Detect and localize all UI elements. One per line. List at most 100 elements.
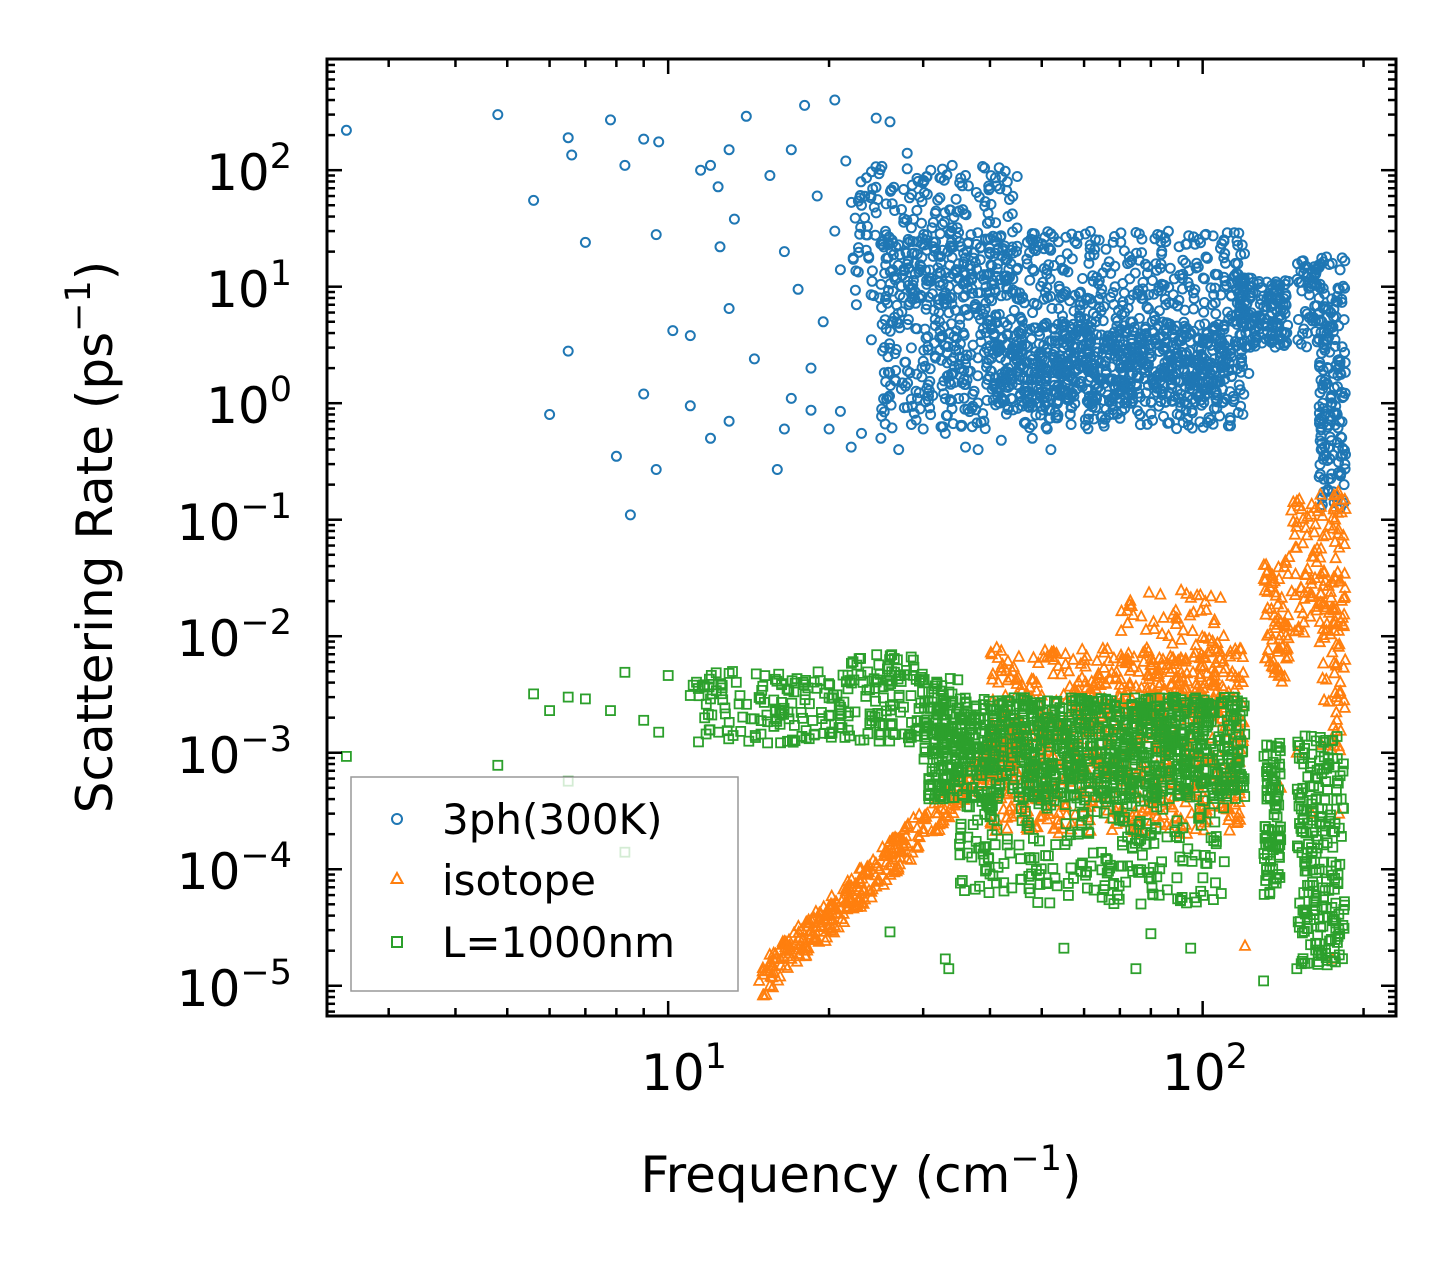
- series-3ph-point: [1003, 263, 1015, 275]
- series-3ph-point: [1220, 279, 1232, 291]
- series-3ph-point: [855, 221, 867, 233]
- series-3ph-point: [949, 304, 961, 316]
- series-3ph-point: [1146, 275, 1158, 286]
- series-3ph-point: [893, 444, 905, 456]
- series-3ph-point: [1162, 417, 1174, 429]
- series-3ph-point: [1132, 405, 1143, 417]
- series-3ph-point: [1111, 320, 1123, 332]
- series-3ph-point: [792, 283, 804, 295]
- series-3ph-point: [1080, 419, 1092, 431]
- series-3ph-point: [1171, 300, 1183, 312]
- series-3ph-point: [1006, 368, 1018, 379]
- series-3ph-point: [1062, 266, 1074, 278]
- series-3ph-point: [1173, 294, 1185, 306]
- series-3ph-point: [1156, 248, 1168, 260]
- series-3ph-point: [1043, 242, 1055, 254]
- series-3ph-point: [1160, 396, 1172, 408]
- series-3ph-point: [624, 509, 636, 521]
- series-3ph-point: [823, 423, 835, 435]
- series-3ph-point: [993, 308, 1005, 320]
- series-3ph-point: [1159, 293, 1171, 305]
- series-3ph-point: [1188, 231, 1200, 243]
- series-3ph-point: [1137, 283, 1149, 295]
- series-3ph-point: [650, 229, 662, 241]
- series-3ph-point: [880, 259, 892, 271]
- series-isotope-point: [766, 979, 780, 993]
- series-3ph-point: [900, 246, 912, 258]
- series-3ph-point: [1021, 253, 1033, 265]
- series-3ph-point: [925, 409, 937, 421]
- series-3ph-point: [940, 267, 952, 279]
- series-3ph-point: [1220, 257, 1231, 269]
- series-3ph-point: [1136, 247, 1148, 259]
- series-3ph-point: [1235, 301, 1247, 313]
- series-3ph-point: [938, 174, 950, 186]
- series-3ph-point: [1041, 292, 1053, 304]
- series-3ph-point: [983, 293, 995, 305]
- series-3ph-point: [1002, 330, 1014, 341]
- series-3ph-point: [1236, 239, 1248, 251]
- series-3ph-point: [1230, 257, 1241, 269]
- series-3ph-point: [1130, 378, 1142, 390]
- series-3ph-point: [898, 184, 910, 195]
- series-3ph-point: [939, 393, 951, 405]
- series-3ph-point: [1065, 419, 1077, 430]
- series-3ph-point: [1238, 388, 1250, 400]
- series-3ph-point: [778, 423, 790, 435]
- series-3ph-point: [1133, 228, 1145, 240]
- series-isotope-point: [873, 861, 887, 874]
- series-3ph-point: [1045, 444, 1057, 456]
- series-3ph-point: [949, 340, 961, 352]
- series-3ph-point: [938, 375, 950, 387]
- series-3ph-point: [1007, 273, 1019, 285]
- series-3ph-point: [1154, 383, 1166, 395]
- series-3ph-point: [938, 297, 950, 309]
- series-3ph-point: [959, 252, 971, 264]
- series-3ph-point: [920, 303, 932, 315]
- series-3ph-point: [528, 194, 540, 206]
- series-3ph-point: [904, 367, 916, 379]
- series-3ph-point: [1082, 345, 1094, 356]
- series-3ph-point: [1026, 366, 1038, 378]
- series-3ph-point: [1088, 413, 1100, 425]
- series-3ph-point: [1233, 379, 1245, 391]
- series-3ph-point: [1164, 262, 1176, 274]
- series-3ph-point: [975, 329, 987, 341]
- series-3ph-point: [1217, 366, 1229, 378]
- series-3ph-point: [1329, 340, 1341, 352]
- series-3ph-point: [908, 407, 920, 419]
- series-3ph-point: [912, 392, 923, 404]
- series-3ph-point: [928, 304, 940, 316]
- series-3ph-point: [1124, 358, 1136, 370]
- series-3ph-point: [970, 303, 982, 314]
- series-3ph-point: [925, 164, 937, 176]
- series-3ph-point: [896, 306, 908, 318]
- series-3ph-point: [921, 299, 933, 311]
- series-3ph-point: [1224, 414, 1236, 426]
- series-3ph-point: [1071, 238, 1083, 250]
- series-3ph-point: [1245, 334, 1257, 346]
- series-3ph-point: [1122, 302, 1134, 314]
- series-3ph-point: [566, 149, 578, 161]
- series-3ph-point: [579, 236, 591, 248]
- series-3ph-point: [985, 365, 996, 377]
- series-3ph-point: [1002, 211, 1014, 222]
- series-3ph-point: [1052, 236, 1064, 248]
- series-3ph-point: [1253, 317, 1265, 329]
- series-3ph-point: [1141, 418, 1153, 430]
- series-3ph-point: [1088, 351, 1100, 362]
- series-3ph-point: [1326, 468, 1338, 480]
- series-3ph-point: [1233, 307, 1245, 319]
- series-3ph-point: [959, 403, 971, 415]
- series-3ph-point: [883, 285, 894, 296]
- series-3ph-point: [1173, 241, 1185, 253]
- series-3ph-point: [880, 229, 892, 241]
- series-3ph-point: [988, 330, 1000, 342]
- series-3ph-point: [1109, 382, 1121, 394]
- series-3ph-point: [1143, 303, 1154, 315]
- series-3ph-point: [1226, 351, 1238, 363]
- series-3ph-point: [811, 190, 823, 202]
- series-isotope-point: [870, 858, 884, 872]
- series-3ph-point: [1098, 336, 1110, 348]
- series-3ph-point: [1301, 341, 1313, 353]
